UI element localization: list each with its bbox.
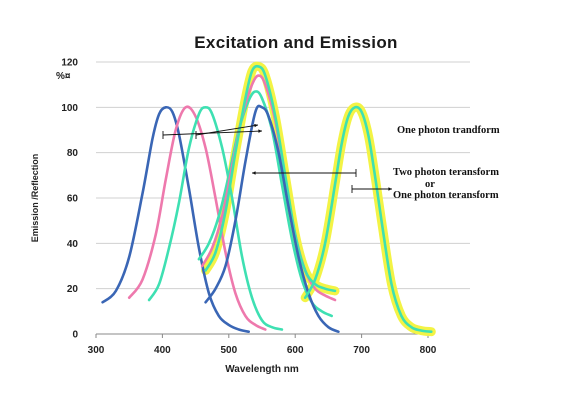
- y-tick-label: 20: [67, 284, 79, 295]
- arrow-one-photon-right: [352, 187, 392, 191]
- x-tick-label: 400: [154, 345, 171, 356]
- arrow-one-photon-b: [195, 123, 259, 136]
- y-tick-label: 0: [72, 330, 78, 341]
- x-tick-label: 500: [220, 345, 237, 356]
- x-axis-ticks: 300 400 500 600 700 800: [88, 334, 437, 356]
- series-line-7: [303, 105, 433, 333]
- x-tick-label: 700: [353, 345, 370, 356]
- arrow-two-photon: [252, 171, 356, 175]
- series-layer: [101, 61, 436, 337]
- annotation-one-photon-teransform: One photon teransform: [393, 190, 499, 201]
- chart-title: Excitation and Emission: [194, 33, 397, 52]
- y-tick-label: 60: [67, 194, 79, 205]
- series-line-5: [204, 64, 337, 293]
- series-line-0: [101, 105, 250, 333]
- annotation-two-photon: Two photon teransform: [393, 167, 499, 178]
- x-tick-label: 600: [287, 345, 304, 356]
- y-tick-label: 40: [67, 239, 79, 250]
- arrow-one-photon-a: [162, 129, 263, 136]
- x-tick-label: 800: [420, 345, 437, 356]
- y-axis-label: Emission /Reflection: [30, 154, 40, 243]
- annotation-one-photon-trandform: One photon trandform: [397, 125, 500, 136]
- y-axis-ticks: 0 20 40 60 80 100 120: [61, 58, 78, 341]
- annotation-or: or: [425, 179, 435, 190]
- annotation-arrows: [162, 123, 392, 193]
- gridlines: [96, 61, 470, 290]
- y-tick-label: 120: [61, 58, 78, 69]
- series-line-1: [127, 105, 267, 331]
- y-unit-label: %¤: [56, 71, 71, 82]
- series-line-6: [204, 104, 340, 333]
- y-tick-label: 100: [61, 103, 78, 114]
- x-tick-label: 300: [88, 345, 105, 356]
- y-tick-label: 80: [67, 148, 79, 159]
- x-axis-label: Wavelength nm: [225, 364, 299, 375]
- series-line-2: [147, 106, 284, 331]
